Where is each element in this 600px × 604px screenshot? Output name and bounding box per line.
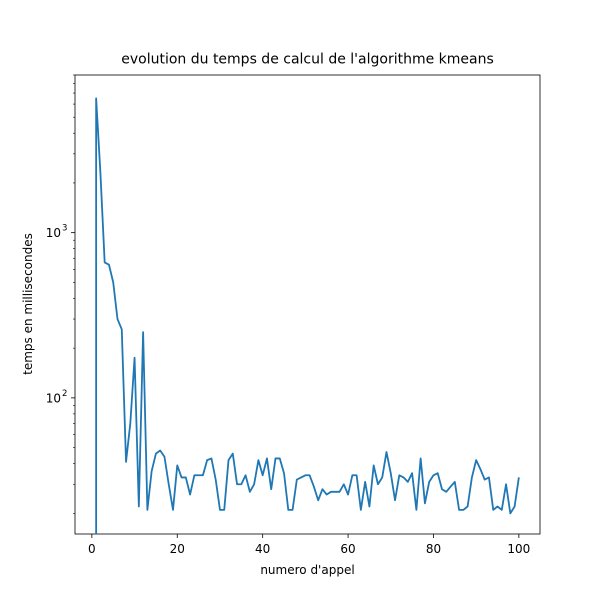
y-tick-label-exponent: 3 bbox=[62, 224, 67, 234]
x-tick-label: 80 bbox=[426, 542, 441, 556]
x-axis-label: numero d'appel bbox=[260, 563, 354, 577]
y-tick-label: 10 bbox=[46, 391, 61, 405]
x-tick-label: 60 bbox=[340, 542, 355, 556]
chart-title: evolution du temps de calcul de l'algori… bbox=[121, 52, 494, 68]
y-tick-label: 10 bbox=[46, 226, 61, 240]
x-tick-label: 0 bbox=[88, 542, 96, 556]
y-tick-label-exponent: 2 bbox=[62, 389, 67, 399]
y-axis-label: temps en millisecondes bbox=[21, 233, 35, 375]
plot-area bbox=[74, 74, 541, 535]
data-series-layer bbox=[95, 97, 520, 534]
plot-frame bbox=[74, 74, 541, 535]
data-series-line-0 bbox=[95, 97, 520, 534]
x-tick-label: 100 bbox=[507, 542, 530, 556]
x-tick-label: 20 bbox=[170, 542, 185, 556]
x-tick-label: 40 bbox=[255, 542, 270, 556]
